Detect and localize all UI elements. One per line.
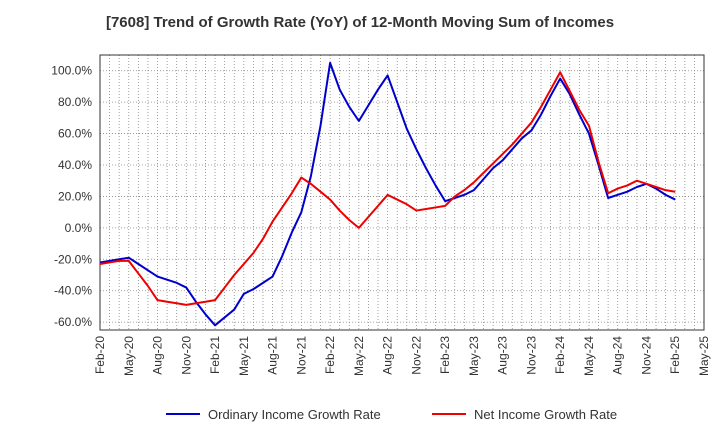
x-tick-label: May-22 — [352, 336, 366, 376]
x-tick-label: Feb-22 — [323, 336, 337, 374]
x-tick-label: Aug-20 — [151, 336, 165, 375]
y-tick-label: -40.0% — [54, 284, 92, 298]
x-tick-label: Feb-21 — [208, 336, 222, 374]
x-gridlines — [109, 55, 695, 330]
y-tick-label: 40.0% — [58, 158, 92, 172]
y-tick-label: -20.0% — [54, 252, 92, 266]
series-line-ordinary-income — [99, 61, 676, 327]
x-tick-label: May-24 — [582, 336, 596, 376]
x-tick-label: Aug-23 — [496, 336, 510, 375]
x-tick-label: May-23 — [467, 336, 481, 376]
x-tick-label: Nov-20 — [179, 336, 193, 375]
legend-label-ordinary-income: Ordinary Income Growth Rate — [208, 407, 381, 422]
chart-title: [7608] Trend of Growth Rate (YoY) of 12-… — [105, 14, 615, 31]
y-tick-label: 20.0% — [58, 189, 92, 203]
x-axis-tick-labels: Feb-20 May-20 Aug-20 Nov-20 Feb-21 May-21 Aug-… — [93, 336, 711, 376]
y-tick-label: -60.0% — [54, 315, 92, 329]
x-tick-label: Aug-22 — [381, 336, 395, 375]
y-tick-label: 0.0% — [65, 221, 93, 235]
series-lines — [99, 61, 676, 327]
x-tick-label: Aug-21 — [266, 336, 280, 375]
x-tick-label: Nov-21 — [294, 336, 308, 375]
y-tick-label: 100.0% — [51, 64, 92, 78]
legend: Ordinary Income Growth Rate Net Income G… — [166, 407, 617, 422]
x-tick-label: Feb-20 — [93, 336, 107, 374]
series-line-net-income — [99, 71, 676, 306]
x-tick-label: Nov-22 — [409, 336, 423, 375]
y-axis-tick-labels: 100.0% 80.0% 60.0% 40.0% 20.0% 0.0% -20.0% -40.… — [51, 64, 92, 329]
x-tick-label: May-21 — [237, 336, 251, 376]
x-tick-label: Feb-25 — [668, 336, 682, 374]
x-tick-label: Feb-24 — [553, 336, 567, 374]
x-tick-label: Nov-24 — [639, 336, 653, 375]
legend-label-net-income: Net Income Growth Rate — [474, 407, 617, 422]
x-tick-label: Nov-23 — [524, 336, 538, 375]
x-tick-label: Feb-23 — [438, 336, 452, 374]
x-tick-label: May-25 — [697, 336, 711, 376]
y-tick-label: 60.0% — [58, 127, 92, 141]
y-tick-label: 80.0% — [58, 95, 92, 109]
plot-background — [100, 55, 704, 330]
x-tick-label: May-20 — [122, 336, 136, 376]
plot-frame — [99, 54, 705, 331]
x-tick-label: Aug-24 — [611, 336, 625, 375]
